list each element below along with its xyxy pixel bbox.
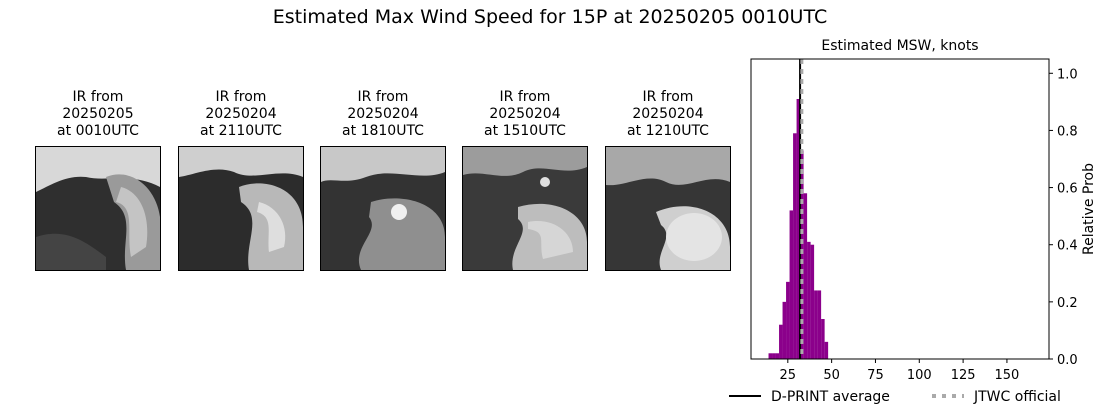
- figure-title: Estimated Max Wind Speed for 15P at 2025…: [272, 6, 828, 28]
- ir-panel: IR from 20250204 at 1810UTC: [320, 89, 446, 271]
- y-tick-label: 0.4: [1057, 239, 1078, 254]
- y-tick-label: 0.8: [1057, 124, 1078, 139]
- histogram-bar: [821, 319, 825, 359]
- legend: D-PRINT average JTWC official: [729, 389, 1061, 405]
- x-tick-label: 75: [867, 368, 884, 383]
- ir-satellite-image: [605, 146, 731, 271]
- reference-lines: [799, 59, 804, 359]
- histogram-bar: [789, 210, 794, 359]
- ir-caption: IR from 20250204 at 1810UTC: [342, 89, 424, 139]
- histogram-bar: [817, 290, 822, 359]
- ir-panel: IR from 20250204 at 2110UTC: [178, 89, 304, 271]
- ir-satellite-image: [462, 146, 588, 271]
- y-tick-label: 1.0: [1057, 67, 1078, 82]
- histogram-bar: [824, 341, 829, 359]
- ir-panel: IR from 20250204 at 1210UTC: [605, 89, 731, 271]
- x-tick-label: 100: [907, 368, 932, 383]
- chart-title: Estimated MSW, knots: [821, 38, 978, 54]
- ir-satellite-image: [178, 146, 304, 271]
- histogram-bar: [782, 301, 787, 359]
- histogram-bar: [803, 193, 808, 359]
- x-tick-label: 50: [823, 368, 840, 383]
- histogram-bar: [786, 281, 790, 359]
- ir-satellite-image: [35, 146, 161, 271]
- y-tick-label: 0.2: [1057, 296, 1078, 311]
- x-tick-label: 125: [951, 368, 976, 383]
- y-axis-label: Relative Prob: [1081, 163, 1097, 255]
- histogram-bar: [793, 133, 797, 359]
- x-tick-label: 25: [780, 368, 797, 383]
- histogram-bar: [796, 99, 801, 359]
- x-axis-ticks: 25 50 75 100 125 150: [780, 359, 1020, 383]
- legend-dprint-label: D-PRINT average: [771, 389, 890, 405]
- ir-panel: IR from 20250205 at 0010UTC: [35, 89, 161, 271]
- y-axis-ticks: 0.0 0.2 0.4 0.6 0.8 1.0: [1049, 67, 1078, 368]
- ir-panel: IR from 20250204 at 1510UTC: [462, 89, 588, 271]
- ir-caption: IR from 20250204 at 1210UTC: [627, 89, 709, 139]
- ir-caption: IR from 20250204 at 1510UTC: [484, 89, 566, 139]
- histogram-bar: [772, 353, 776, 359]
- histogram-bar: [775, 353, 780, 359]
- x-tick-label: 150: [995, 368, 1020, 383]
- ir-caption: IR from 20250205 at 0010UTC: [57, 89, 139, 139]
- ir-caption: IR from 20250204 at 2110UTC: [200, 89, 282, 139]
- y-tick-label: 0.6: [1057, 182, 1078, 197]
- histogram-bars: [768, 99, 829, 359]
- histogram-bar: [814, 290, 818, 359]
- histogram-bar: [810, 244, 815, 359]
- histogram-bar: [779, 324, 783, 359]
- axes-frame: [750, 58, 1050, 360]
- histogram-bar: [807, 241, 811, 359]
- histogram-bar: [768, 353, 773, 359]
- y-tick-label: 0.0: [1057, 353, 1078, 368]
- ir-satellite-image: [320, 146, 446, 271]
- legend-jtwc-label: JTWC official: [973, 389, 1061, 405]
- histogram-bar: [800, 150, 804, 359]
